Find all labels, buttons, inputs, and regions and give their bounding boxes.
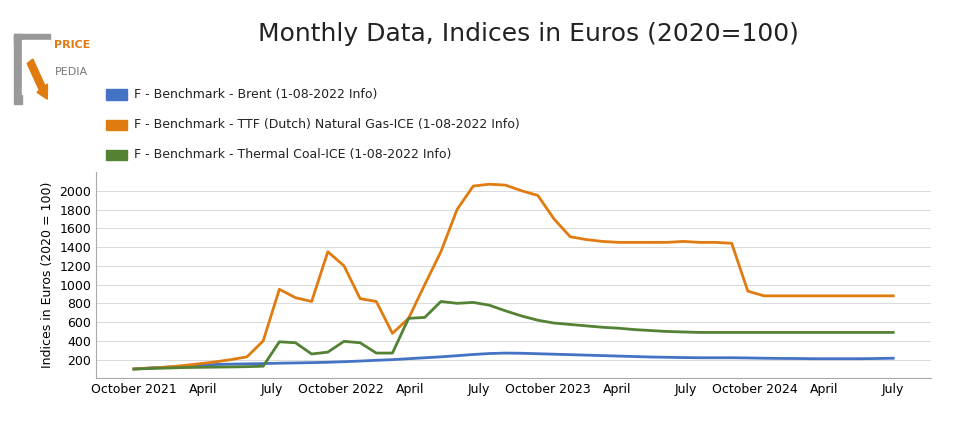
- Bar: [13, 34, 51, 45]
- Text: PEDIA: PEDIA: [55, 67, 87, 77]
- Bar: [22, 40, 51, 94]
- Text: F - Benchmark - Brent (1-08-2022 Info): F - Benchmark - Brent (1-08-2022 Info): [134, 88, 378, 101]
- Text: PRICE: PRICE: [55, 40, 91, 50]
- FancyArrow shape: [27, 59, 47, 99]
- Text: F - Benchmark - Thermal Coal-ICE (1-08-2022 Info): F - Benchmark - Thermal Coal-ICE (1-08-2…: [134, 148, 452, 161]
- Text: F - Benchmark - TTF (Dutch) Natural Gas-ICE (1-08-2022 Info): F - Benchmark - TTF (Dutch) Natural Gas-…: [134, 118, 520, 131]
- Y-axis label: Indices in Euros (2020 = 100): Indices in Euros (2020 = 100): [40, 182, 54, 369]
- Text: Monthly Data, Indices in Euros (2020=100): Monthly Data, Indices in Euros (2020=100…: [257, 22, 799, 46]
- Bar: [13, 34, 22, 104]
